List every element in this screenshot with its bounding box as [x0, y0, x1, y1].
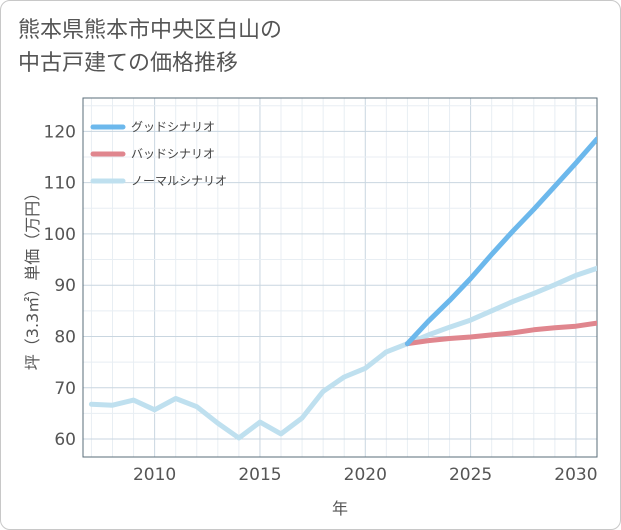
legend-label-2[interactable]: バッドシナリオ	[131, 147, 215, 161]
grid-lines	[83, 98, 598, 457]
x-tick-label: 2020	[344, 465, 387, 485]
x-tick-label: 2030	[554, 465, 597, 485]
series-line-1	[404, 136, 597, 347]
legend-label-3[interactable]: ノーマルシナリオ	[131, 174, 227, 188]
y-tick-label: 100	[44, 225, 76, 245]
series-line-2	[404, 320, 597, 347]
y-tick-label: 70	[54, 379, 76, 399]
chart-title-line-2: 中古戸建ての価格推移	[18, 51, 239, 76]
x-tick-label: 2010	[133, 465, 176, 485]
tick-labels: 2010 2015 2020 2025 2030 60 70 80 90 100 110 120	[44, 122, 598, 485]
y-tick-label: 80	[54, 327, 76, 347]
y-tick-label: 110	[44, 174, 76, 194]
series-layer	[88, 136, 597, 441]
chart-title: 熊本県熊本市中央区白山の 中古戸建ての価格推移	[18, 14, 438, 80]
y-tick-label: 60	[54, 430, 76, 450]
chart-title-line-1: 熊本県熊本市中央区白山の	[18, 18, 283, 43]
y-tick-label: 90	[54, 276, 76, 296]
plot-area	[82, 97, 598, 458]
x-tick-label: 2015	[238, 465, 281, 485]
y-tick-label: 120	[44, 122, 76, 142]
x-axis-title: 年	[332, 499, 348, 518]
series-line-3	[88, 265, 597, 441]
y-axis-title: 坪（3.3㎡）単価（万円）	[23, 185, 42, 370]
x-tick-label: 2025	[449, 465, 492, 485]
legend-label-1[interactable]: グッドシナリオ	[131, 120, 215, 134]
